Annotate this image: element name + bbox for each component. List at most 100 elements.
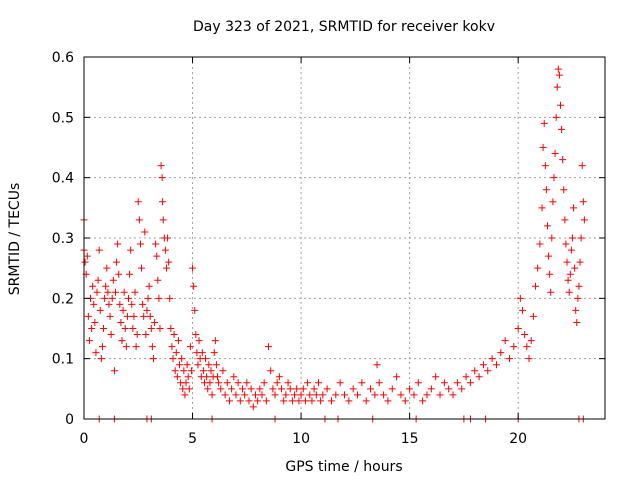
data-point xyxy=(323,385,331,393)
data-point xyxy=(541,162,549,170)
data-point xyxy=(101,294,109,302)
data-point xyxy=(134,198,142,206)
data-point xyxy=(445,385,453,393)
data-point xyxy=(141,228,149,236)
data-point xyxy=(115,270,123,278)
data-point xyxy=(120,288,128,296)
data-point xyxy=(159,198,167,206)
data-point xyxy=(271,391,279,399)
data-point xyxy=(576,258,584,266)
data-point xyxy=(234,379,242,387)
data-point xyxy=(228,385,236,393)
data-point xyxy=(172,349,180,357)
data-point xyxy=(168,343,176,351)
data-point xyxy=(317,397,325,405)
data-point xyxy=(527,337,535,345)
data-point xyxy=(529,312,537,320)
points-layer xyxy=(80,65,588,423)
data-point xyxy=(140,312,148,320)
data-point xyxy=(167,325,175,332)
data-point xyxy=(440,379,448,387)
chart-title: Day 323 of 2021, SRMTID for receiver kok… xyxy=(193,19,495,35)
data-point xyxy=(314,379,322,387)
data-point xyxy=(539,144,547,151)
data-point xyxy=(223,379,231,387)
data-point xyxy=(149,355,157,363)
data-point xyxy=(286,385,294,393)
data-point xyxy=(91,318,99,326)
data-point xyxy=(327,397,335,405)
data-point xyxy=(107,331,115,339)
data-point xyxy=(563,258,571,266)
data-point xyxy=(114,240,122,248)
data-point xyxy=(169,355,177,363)
data-point xyxy=(362,397,370,405)
data-point xyxy=(230,373,238,381)
data-point xyxy=(148,343,156,351)
data-point xyxy=(162,264,170,272)
x-tick-label: 5 xyxy=(188,431,197,447)
data-point xyxy=(571,264,579,272)
data-point xyxy=(199,367,207,375)
data-point xyxy=(278,385,286,393)
data-point xyxy=(119,306,127,314)
data-point xyxy=(453,379,461,387)
data-point xyxy=(462,373,470,381)
data-point xyxy=(90,300,98,308)
x-tick-label: 0 xyxy=(80,431,89,447)
data-point xyxy=(458,385,466,393)
data-point xyxy=(260,379,268,387)
data-point xyxy=(484,367,492,375)
data-point xyxy=(212,361,220,369)
data-point xyxy=(192,331,200,339)
data-point xyxy=(88,325,96,332)
data-point xyxy=(179,385,187,393)
data-point xyxy=(432,373,440,381)
data-point xyxy=(275,373,283,381)
data-point xyxy=(568,234,576,242)
data-point xyxy=(210,349,218,357)
data-point xyxy=(578,162,586,170)
data-point xyxy=(146,312,154,320)
data-point xyxy=(187,367,195,375)
data-point xyxy=(312,391,320,399)
data-point xyxy=(523,343,531,351)
data-point xyxy=(153,252,161,260)
data-point xyxy=(427,385,435,393)
data-point xyxy=(505,355,513,363)
data-point xyxy=(214,373,222,381)
x-axis-label: GPS time / hours xyxy=(285,459,402,475)
data-point xyxy=(236,397,244,405)
data-point xyxy=(554,65,562,73)
data-point xyxy=(203,373,211,381)
data-point xyxy=(449,391,457,399)
data-point xyxy=(534,264,542,272)
data-point xyxy=(232,391,240,399)
data-point xyxy=(81,258,89,266)
data-point xyxy=(269,385,277,393)
data-point xyxy=(536,240,544,248)
data-point xyxy=(251,391,259,399)
data-point xyxy=(401,397,409,405)
data-point xyxy=(103,264,111,272)
data-point xyxy=(572,306,580,314)
data-point xyxy=(552,113,560,121)
data-point xyxy=(166,294,174,302)
data-point xyxy=(191,306,199,314)
data-point xyxy=(566,270,574,278)
y-tick-label: 0.5 xyxy=(52,110,74,126)
data-point xyxy=(308,397,316,405)
data-point xyxy=(349,385,357,393)
data-point xyxy=(158,174,166,182)
data-point xyxy=(111,288,119,296)
data-point xyxy=(202,355,210,363)
data-point xyxy=(190,282,198,290)
data-point xyxy=(336,379,344,387)
data-point xyxy=(186,343,194,351)
data-point xyxy=(97,355,105,363)
data-point xyxy=(151,318,159,326)
data-point xyxy=(538,204,546,212)
data-point xyxy=(181,391,189,399)
data-point xyxy=(291,391,299,399)
data-point xyxy=(130,312,138,320)
